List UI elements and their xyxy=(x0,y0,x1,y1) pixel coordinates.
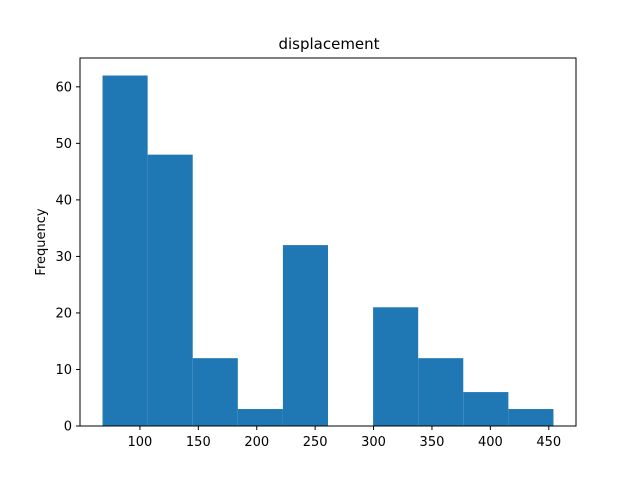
y-tick-label: 30 xyxy=(55,250,72,265)
y-tick-label: 60 xyxy=(55,80,72,95)
chart-title: displacement xyxy=(278,35,379,53)
bars-group xyxy=(102,75,554,427)
x-tick-label: 350 xyxy=(420,435,445,450)
x-axis: 100 150 200 250 300 350 400 450 xyxy=(128,426,561,450)
x-tick-label: 250 xyxy=(303,435,328,450)
histogram-bar-3 xyxy=(192,358,238,426)
y-tick-label: 10 xyxy=(55,363,72,378)
y-tick-label: 50 xyxy=(55,137,72,152)
x-tick-label: 200 xyxy=(244,435,269,450)
plot-frame xyxy=(79,57,577,427)
y-tick-label: 0 xyxy=(64,420,72,435)
y-axis: 0 10 20 30 40 50 60 xyxy=(55,80,80,435)
x-tick-label: 300 xyxy=(361,435,386,450)
histogram-bar-5 xyxy=(282,245,328,426)
x-tick-label: 150 xyxy=(186,435,211,450)
histogram-bar-4 xyxy=(237,409,283,426)
y-axis-label: Frequency xyxy=(34,208,49,275)
histogram-bar-9 xyxy=(463,392,509,426)
histogram-bar-10 xyxy=(508,409,554,426)
histogram-bar-1 xyxy=(102,75,148,427)
x-tick-label: 100 xyxy=(128,435,153,450)
histogram-bar-2 xyxy=(147,154,193,427)
x-tick-label: 450 xyxy=(536,435,561,450)
histogram-bar-8 xyxy=(418,358,464,426)
x-tick-label: 400 xyxy=(478,435,503,450)
histogram-bar-7 xyxy=(373,307,419,426)
y-tick-label: 40 xyxy=(55,193,72,208)
y-tick-label: 20 xyxy=(55,306,72,321)
